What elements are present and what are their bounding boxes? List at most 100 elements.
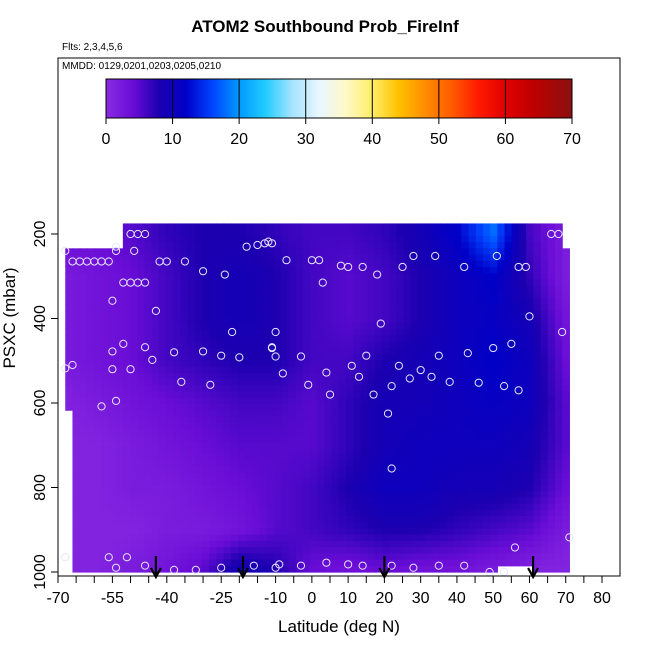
heatmap-cell	[223, 298, 232, 305]
heatmap-cell	[79, 466, 88, 474]
heatmap-cell	[158, 304, 167, 312]
heatmap-cell	[216, 478, 225, 486]
heatmap-cell	[324, 273, 333, 281]
heatmap-cell	[338, 298, 347, 305]
heatmap-cell	[295, 559, 304, 567]
heatmap-cell	[209, 403, 218, 411]
heatmap-cell	[122, 453, 131, 461]
heatmap-cell	[324, 447, 333, 455]
heatmap-cell	[403, 354, 412, 361]
heatmap-cell	[72, 341, 81, 349]
heatmap-cell	[194, 484, 203, 492]
heatmap-cell	[418, 441, 426, 449]
heatmap-cell	[468, 435, 477, 442]
heatmap-cell	[151, 242, 160, 249]
heatmap-cell	[504, 329, 513, 337]
heatmap-cell	[274, 354, 282, 361]
heatmap-cell	[367, 497, 376, 505]
heatmap-cell	[518, 509, 527, 517]
heatmap-cell	[101, 248, 110, 256]
heatmap-cell	[238, 453, 246, 461]
heatmap-cell	[389, 235, 398, 243]
heatmap-cell	[526, 329, 534, 337]
heatmap-cell	[382, 478, 390, 486]
heatmap-cell	[439, 522, 448, 530]
heatmap-cell	[187, 242, 196, 249]
heatmap-cell	[382, 279, 390, 287]
heatmap-cell	[108, 329, 117, 337]
heatmap-cell	[367, 553, 376, 561]
heatmap-cell	[331, 291, 340, 299]
heatmap-cell	[518, 522, 527, 530]
heatmap-cell	[389, 347, 398, 355]
heatmap-cell	[86, 360, 95, 368]
heatmap-cell	[360, 329, 369, 337]
heatmap-cell	[353, 273, 362, 281]
heatmap-cell	[554, 242, 563, 249]
heatmap-cell	[295, 459, 304, 467]
heatmap-cell	[202, 229, 210, 237]
heatmap-cell	[202, 403, 210, 411]
heatmap-cell	[518, 459, 527, 467]
heatmap-cell	[346, 360, 354, 368]
heatmap-cell	[238, 298, 246, 305]
heatmap-cell	[562, 559, 570, 567]
heatmap-cell	[374, 472, 383, 480]
heatmap-cell	[238, 540, 246, 548]
x-tick-label: 60	[521, 590, 539, 607]
heatmap-cell	[79, 366, 88, 374]
heatmap-cell	[504, 397, 513, 405]
heatmap-cell	[209, 291, 218, 299]
heatmap-cell	[79, 459, 88, 467]
heatmap-cell	[454, 341, 462, 349]
heatmap-cell	[252, 509, 261, 517]
heatmap-cell	[115, 372, 124, 380]
heatmap-cell	[266, 491, 275, 498]
heatmap-cell	[360, 279, 369, 287]
heatmap-cell	[403, 254, 412, 262]
y-tick-label: 1000	[32, 554, 49, 590]
heatmap-cell	[468, 335, 477, 343]
observation-point	[235, 353, 244, 362]
heatmap-cell	[382, 447, 390, 455]
x-tick-label: -25	[210, 590, 233, 607]
heatmap-cell	[547, 528, 556, 536]
heatmap-cell	[353, 323, 362, 330]
heatmap-cell	[562, 565, 570, 573]
heatmap-cell	[338, 410, 347, 417]
heatmap-cell	[403, 291, 412, 299]
heatmap-cell	[180, 435, 189, 442]
heatmap-cell	[245, 484, 254, 492]
heatmap-cell	[389, 472, 398, 480]
heatmap-cell	[238, 335, 246, 343]
heatmap-cell	[144, 403, 153, 411]
heatmap-cell	[554, 515, 563, 523]
heatmap-cell	[331, 273, 340, 281]
heatmap-cell	[432, 509, 441, 517]
heatmap-cell	[490, 223, 498, 231]
heatmap-cell	[468, 503, 477, 511]
heatmap-cell	[101, 534, 110, 542]
heatmap-cell	[540, 329, 549, 337]
heatmap-cell	[202, 503, 210, 511]
heatmap-cell	[324, 403, 333, 411]
heatmap-cell	[173, 547, 182, 554]
heatmap-cell	[252, 491, 261, 498]
heatmap-cell	[245, 298, 254, 305]
heatmap-cell	[72, 372, 81, 380]
heatmap-cell	[122, 291, 131, 299]
heatmap-cell	[425, 335, 434, 343]
heatmap-cell	[360, 403, 369, 411]
heatmap-cell	[151, 223, 160, 231]
observation-point	[242, 242, 251, 251]
heatmap-cell	[137, 528, 146, 536]
heatmap-cell	[194, 497, 203, 505]
heatmap-cell	[144, 360, 153, 368]
heatmap-cell	[403, 298, 412, 305]
heatmap-cell	[439, 235, 448, 243]
heatmap-cell	[209, 547, 218, 554]
heatmap-cell	[562, 441, 570, 449]
heatmap-cell	[108, 267, 117, 274]
heatmap-cell	[490, 491, 498, 498]
heatmap-cell	[490, 515, 498, 523]
